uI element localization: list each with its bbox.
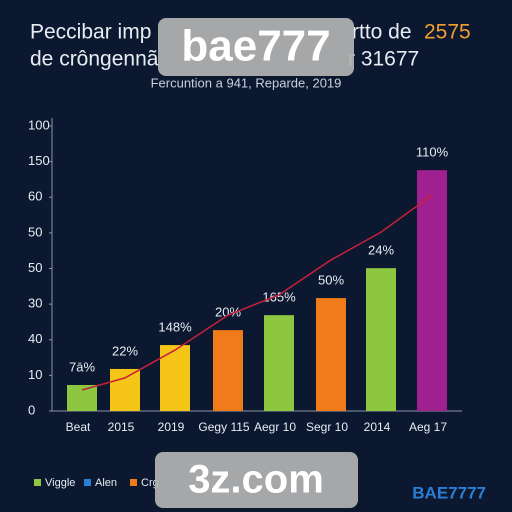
legend-swatch xyxy=(84,479,91,486)
bar xyxy=(366,268,396,411)
x-tick-label: 2019 xyxy=(158,420,185,434)
data-label: 7ā% xyxy=(69,359,95,374)
title-part: de crôngennã xyxy=(30,48,159,71)
y-tick-label: 60 xyxy=(28,189,42,204)
watermark: 3z.com xyxy=(188,458,324,502)
subtitle: Fercuntion a 941, Repardе, 2019 xyxy=(151,75,342,90)
y-tick-label: 50 xyxy=(28,260,42,275)
x-tick-label: Segr 10 xyxy=(306,420,348,434)
data-label: 22% xyxy=(112,343,138,358)
bar xyxy=(110,368,140,411)
legend-label: Crg xyxy=(141,477,159,489)
data-label: 50% xyxy=(318,273,344,288)
data-label: 110% xyxy=(416,145,449,160)
x-tick-label: Beat xyxy=(66,420,91,434)
x-tick-label: Aeg 17 xyxy=(409,420,447,434)
bar xyxy=(67,384,97,411)
bar xyxy=(316,298,346,411)
trend-line xyxy=(81,194,433,391)
legend: Viggle Alen Crg xyxy=(34,477,159,489)
x-tick-label: 2014 xyxy=(364,420,391,434)
legend-label: Viggle xyxy=(45,477,75,489)
title-part: r 31677 xyxy=(348,48,419,71)
y-tick-label: 150 xyxy=(28,153,50,168)
y-tick-label: 50 xyxy=(28,224,42,239)
data-label: 20% xyxy=(215,305,241,320)
legend-swatch xyxy=(130,479,137,486)
bar xyxy=(213,330,243,411)
data-label: 165% xyxy=(262,290,296,305)
y-tick-label: 40 xyxy=(28,331,42,346)
title-part: rtto de xyxy=(352,21,412,44)
x-tick-label: Gegy 115 xyxy=(198,420,249,434)
x-tick-label: 2015 xyxy=(108,420,135,434)
watermark: bae777 xyxy=(181,22,330,71)
watermark-box xyxy=(158,18,354,76)
y-tick-label: 10 xyxy=(28,367,42,382)
y-tick-label: 30 xyxy=(28,296,42,311)
title-highlight: 2575 xyxy=(424,21,471,44)
legend-label: Alen xyxy=(95,477,117,489)
title-part: Peccibar imp xyxy=(30,21,151,44)
y-tick-label: 0 xyxy=(28,402,35,417)
data-label: 148% xyxy=(158,320,192,335)
data-label: 24% xyxy=(368,243,394,258)
legend-swatch xyxy=(34,479,41,486)
bar xyxy=(417,170,447,411)
x-tick-label: Aegr 10 xyxy=(254,420,296,434)
watermark-box xyxy=(155,452,358,508)
footer-brand: BAE7777 xyxy=(412,483,486,502)
bar xyxy=(264,315,294,411)
y-tick-label: 100 xyxy=(28,117,50,132)
bar xyxy=(160,345,190,411)
plot-area: 0 10 40 30 50 50 60 150 100 7ā% Beat 22% 2015 148% 201… xyxy=(28,117,449,434)
